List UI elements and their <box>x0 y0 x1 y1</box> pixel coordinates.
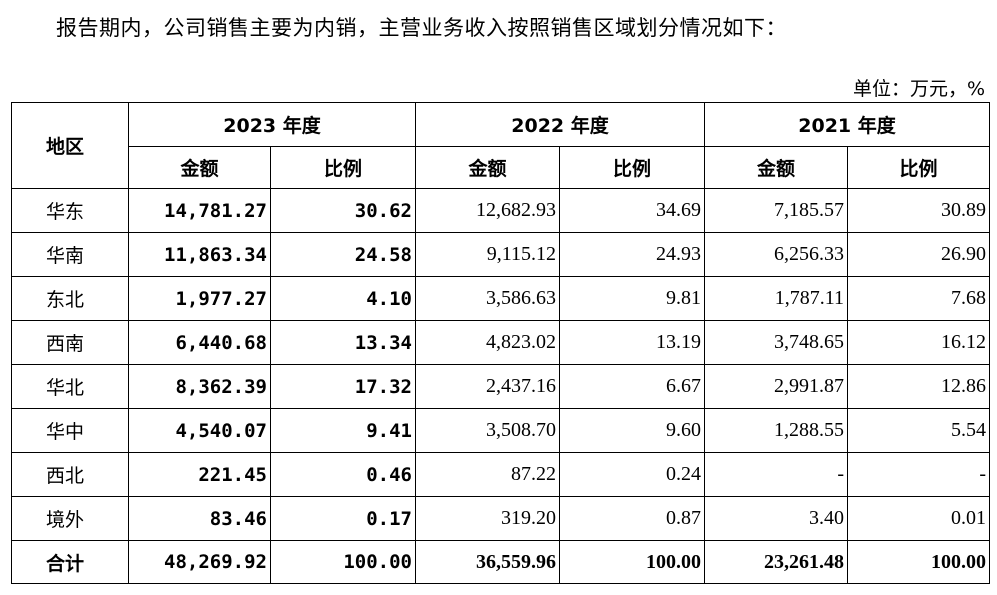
amount-2021-cell: 6,256.33 <box>704 232 848 277</box>
amount-2023-cell: 14,781.27 <box>128 188 271 233</box>
ratio-2022-cell: 13.19 <box>559 320 705 365</box>
amount-header: 金额 <box>415 146 560 189</box>
table-row: 东北 1,977.27 4.10 3,586.63 9.81 1,787.11 … <box>11 276 990 321</box>
ratio-2023-cell: 17.32 <box>270 364 416 409</box>
ratio-2022-cell: 9.60 <box>559 408 705 453</box>
total-amount-2021: 23,261.48 <box>704 540 848 584</box>
ratio-2021-cell: 7.68 <box>847 276 990 321</box>
amount-2023-cell: 8,362.39 <box>128 364 271 409</box>
total-label: 合计 <box>11 540 129 584</box>
ratio-2021-cell: 0.01 <box>847 496 990 541</box>
year-header-row: 地区 2023 年度 2022 年度 2021 年度 <box>11 102 990 189</box>
amount-2022-cell: 12,682.93 <box>415 188 560 233</box>
ratio-header: 比例 <box>847 146 990 189</box>
ratio-2021-cell: 12.86 <box>847 364 990 409</box>
ratio-2021-cell: 26.90 <box>847 232 990 277</box>
amount-header: 金额 <box>704 146 848 189</box>
intro-paragraph: 报告期内，公司销售主要为内销，主营业务收入按照销售区域划分情况如下： <box>56 16 787 40</box>
amount-2022-cell: 2,437.16 <box>415 364 560 409</box>
region-cell: 西北 <box>11 452 129 497</box>
total-amount-2022: 36,559.96 <box>415 540 560 584</box>
region-cell: 西南 <box>11 320 129 365</box>
amount-2021-cell: 1,288.55 <box>704 408 848 453</box>
amount-2023-cell: 4,540.07 <box>128 408 271 453</box>
amount-2021-cell: 7,185.57 <box>704 188 848 233</box>
ratio-2021-cell: - <box>847 452 990 497</box>
table-row: 西南 6,440.68 13.34 4,823.02 13.19 3,748.6… <box>11 320 990 365</box>
ratio-2022-cell: 6.67 <box>559 364 705 409</box>
ratio-2023-cell: 13.34 <box>270 320 416 365</box>
table-row: 境外 83.46 0.17 319.20 0.87 3.40 0.01 <box>11 496 990 541</box>
ratio-2023-cell: 9.41 <box>270 408 416 453</box>
ratio-2023-cell: 30.62 <box>270 188 416 233</box>
region-cell: 华北 <box>11 364 129 409</box>
table-row: 华南 11,863.34 24.58 9,115.12 24.93 6,256.… <box>11 232 990 277</box>
ratio-2022-cell: 24.93 <box>559 232 705 277</box>
amount-2023-cell: 11,863.34 <box>128 232 271 277</box>
amount-2021-cell: 3.40 <box>704 496 848 541</box>
ratio-header: 比例 <box>559 146 705 189</box>
amount-2023-cell: 1,977.27 <box>128 276 271 321</box>
total-row: 合计 48,269.92 100.00 36,559.96 100.00 23,… <box>11 540 990 584</box>
amount-header: 金额 <box>128 146 271 189</box>
total-ratio-2021: 100.00 <box>847 540 990 584</box>
amount-2021-cell: 3,748.65 <box>704 320 848 365</box>
amount-2023-cell: 6,440.68 <box>128 320 271 365</box>
amount-2022-cell: 319.20 <box>415 496 560 541</box>
table-row: 华中 4,540.07 9.41 3,508.70 9.60 1,288.55 … <box>11 408 990 453</box>
year-header-2021: 2021 年度 <box>704 102 990 147</box>
ratio-2021-cell: 16.12 <box>847 320 990 365</box>
ratio-2022-cell: 34.69 <box>559 188 705 233</box>
region-cell: 华中 <box>11 408 129 453</box>
sub-header-row: 金额 比例 金额 比例 金额 比例 <box>12 146 990 189</box>
ratio-2022-cell: 0.87 <box>559 496 705 541</box>
amount-2022-cell: 9,115.12 <box>415 232 560 277</box>
ratio-2023-cell: 4.10 <box>270 276 416 321</box>
table-row: 华东 14,781.27 30.62 12,682.93 34.69 7,185… <box>11 188 990 233</box>
total-ratio-2022: 100.00 <box>559 540 705 584</box>
amount-2021-cell: 1,787.11 <box>704 276 848 321</box>
amount-2023-cell: 221.45 <box>128 452 271 497</box>
regional-revenue-table: 地区 2023 年度 2022 年度 2021 年度 金额 比例 金额 比例 金… <box>11 102 990 584</box>
ratio-2022-cell: 9.81 <box>559 276 705 321</box>
amount-2021-cell: - <box>704 452 848 497</box>
table-row: 西北 221.45 0.46 87.22 0.24 - - <box>11 452 990 497</box>
ratio-2021-cell: 30.89 <box>847 188 990 233</box>
ratio-2023-cell: 0.46 <box>270 452 416 497</box>
ratio-header: 比例 <box>270 146 416 189</box>
region-cell: 华东 <box>11 188 129 233</box>
region-column-header: 地区 <box>11 102 129 189</box>
amount-2022-cell: 3,586.63 <box>415 276 560 321</box>
region-cell: 华南 <box>11 232 129 277</box>
region-cell: 境外 <box>11 496 129 541</box>
total-ratio-2023: 100.00 <box>270 540 416 584</box>
region-cell: 东北 <box>11 276 129 321</box>
ratio-2023-cell: 24.58 <box>270 232 416 277</box>
table-row: 华北 8,362.39 17.32 2,437.16 6.67 2,991.87… <box>11 364 990 409</box>
ratio-2021-cell: 5.54 <box>847 408 990 453</box>
amount-2021-cell: 2,991.87 <box>704 364 848 409</box>
ratio-2023-cell: 0.17 <box>270 496 416 541</box>
amount-2022-cell: 4,823.02 <box>415 320 560 365</box>
unit-note: 单位：万元，% <box>852 78 985 100</box>
year-header-2023: 2023 年度 <box>128 102 416 147</box>
ratio-2022-cell: 0.24 <box>559 452 705 497</box>
amount-2022-cell: 87.22 <box>415 452 560 497</box>
amount-2023-cell: 83.46 <box>128 496 271 541</box>
amount-2022-cell: 3,508.70 <box>415 408 560 453</box>
year-header-2022: 2022 年度 <box>415 102 705 147</box>
total-amount-2023: 48,269.92 <box>128 540 271 584</box>
